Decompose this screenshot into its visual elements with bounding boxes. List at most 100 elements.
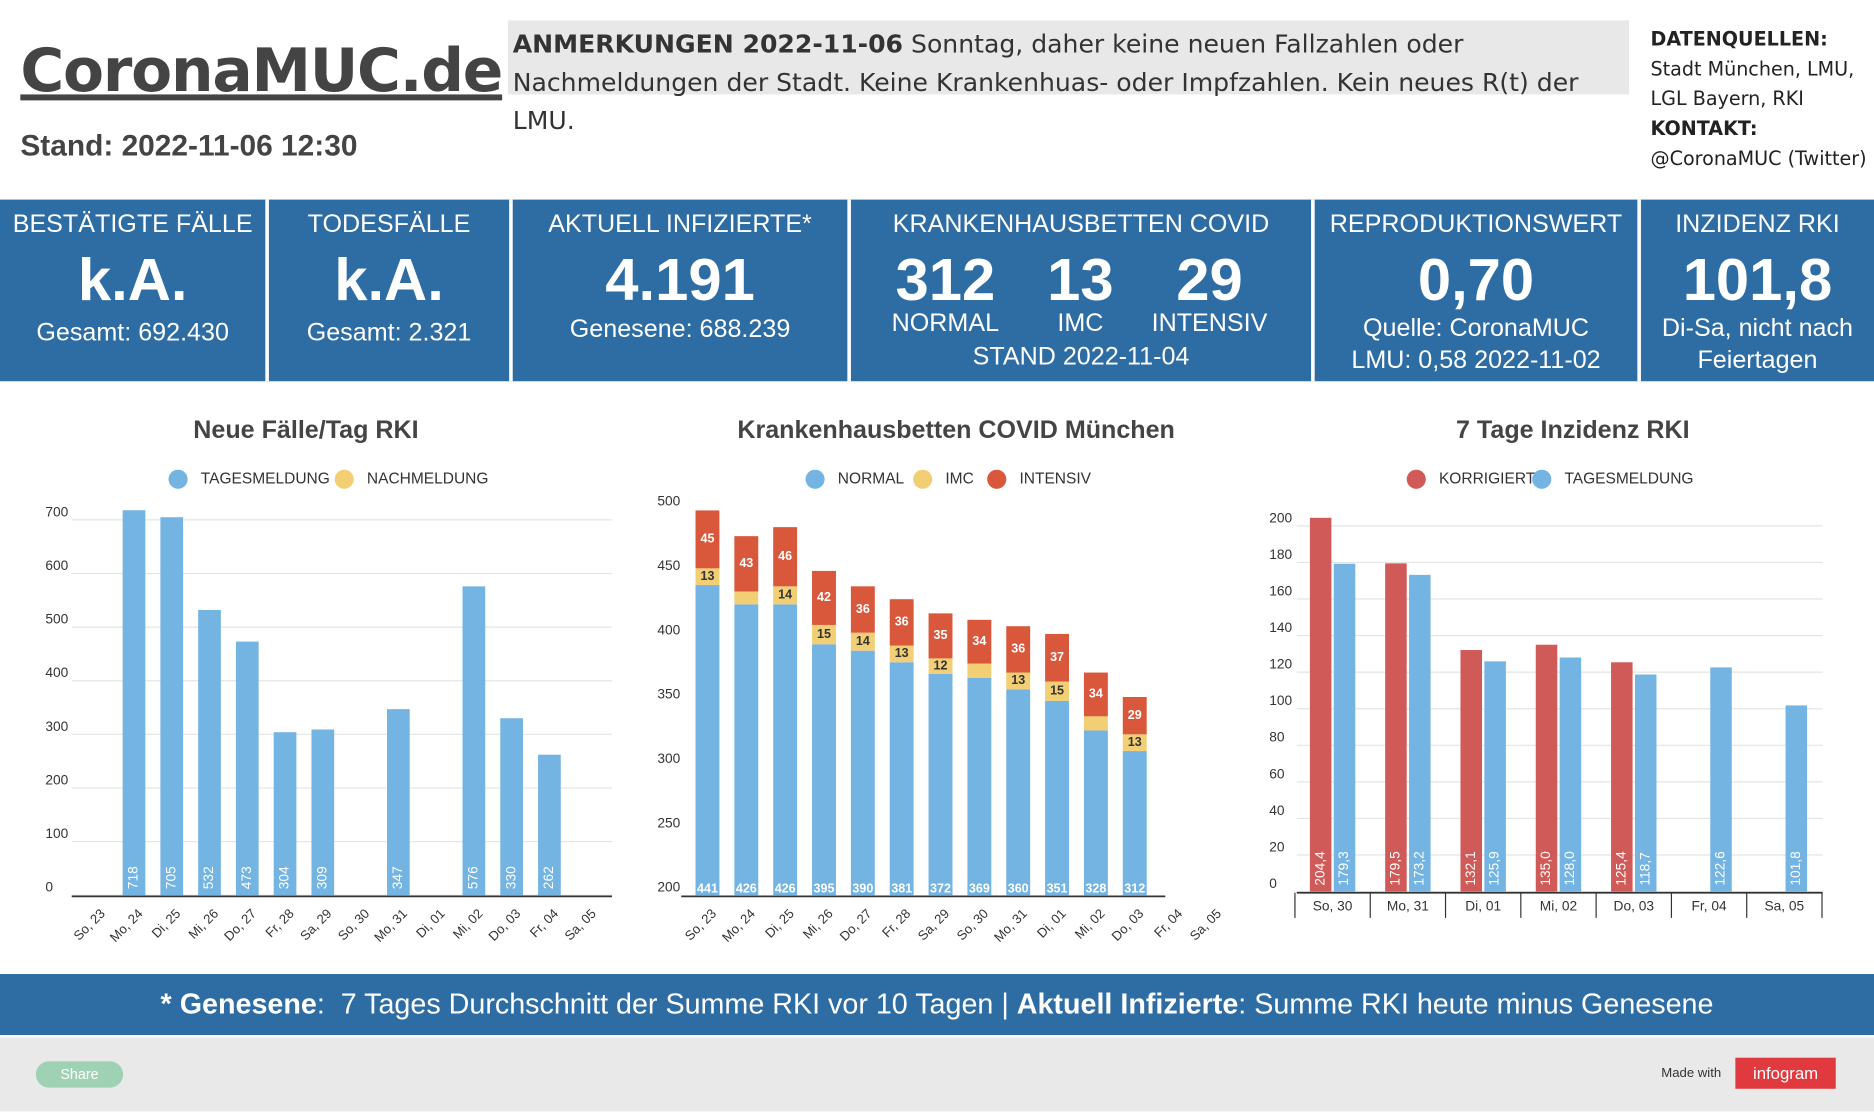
value-label: 135,0 [1538, 851, 1553, 886]
kpi-sub: Gesamt: 692.430 [36, 319, 229, 347]
value-label: 705 [163, 866, 178, 889]
bar [1611, 662, 1633, 892]
legend-label: TAGESMELDUNG [1564, 470, 1693, 487]
brand-logo[interactable]: infogram [1735, 1057, 1836, 1089]
separator [509, 199, 513, 382]
value-label: 36 [856, 602, 870, 616]
kpi-tile: KRANKENHAUSBETTEN COVID 312 NORMAL 13 IMC … [851, 200, 1311, 382]
y-tick-label: 40 [1269, 803, 1285, 818]
bar [1045, 681, 1070, 701]
value-label: 45 [700, 532, 714, 546]
bar [1309, 517, 1332, 892]
kpi-value: 312 [895, 246, 996, 314]
value-label: 330 [503, 866, 518, 889]
footnote: * Genesene: 7 Tages Durchschnitt der Sum… [0, 974, 1874, 1035]
value-label: 34 [972, 634, 986, 648]
bar [734, 536, 759, 592]
bar [1122, 697, 1147, 735]
x-tick-label: Mi, 26 [185, 906, 221, 942]
y-tick-label: 400 [45, 665, 68, 680]
kpi-value: 13 [1047, 246, 1114, 314]
kpi-value: 4.191 [605, 246, 755, 314]
kpi-sub: Di-Sa, nicht nach Feiertagen [1641, 312, 1874, 377]
x-tick-label: Sa, 29 [297, 906, 334, 943]
y-tick-label: 0 [1269, 876, 1277, 891]
bar [850, 632, 875, 651]
site-title[interactable]: CoronaMUC.de [20, 35, 503, 106]
y-tick-label: 200 [1269, 510, 1292, 525]
bar [1006, 689, 1031, 896]
notes: ANMERKUNGEN 2022-11-06 Sonntag, daher ke… [507, 20, 1629, 135]
y-tick-label: 200 [657, 880, 680, 895]
kpi-sub: Genesene: 688.239 [569, 315, 791, 344]
bar [1559, 657, 1582, 892]
bar [889, 645, 914, 663]
x-tick-label: Fr, 04 [1692, 899, 1727, 914]
notes-heading: ANMERKUNGEN 2022-11-06 [512, 29, 904, 59]
x-tick-label: Di, 01 [1465, 899, 1501, 914]
bar [311, 729, 335, 896]
value-label: 328 [1085, 882, 1106, 896]
bar [889, 599, 914, 646]
x-tick-label: Fr, 28 [262, 906, 296, 940]
bar [1409, 574, 1431, 892]
bar [1785, 705, 1808, 892]
bar [198, 609, 221, 896]
value-label: 576 [466, 866, 481, 889]
bar [1045, 700, 1070, 896]
value-label: 532 [201, 866, 216, 889]
bar [850, 586, 875, 633]
y-tick-label: 120 [1269, 657, 1292, 672]
bar [734, 591, 759, 605]
kpi-sub-line: Feiertagen [1697, 346, 1818, 375]
value-label: 381 [891, 882, 912, 896]
y-tick-label: 160 [1269, 583, 1292, 598]
y-tick-label: 250 [657, 815, 680, 830]
y-tick-label: 500 [45, 612, 68, 627]
bar [773, 604, 798, 896]
x-tick-label: So, 30 [1313, 899, 1353, 914]
bar [812, 644, 836, 896]
x-tick-label: Mi, 26 [800, 906, 836, 942]
legend-label: NORMAL [838, 470, 905, 487]
value-label: 118,7 [1637, 852, 1652, 885]
value-label: 372 [930, 882, 951, 896]
value-label: 46 [778, 549, 792, 563]
x-tick-label: Mo, 31 [1387, 899, 1429, 914]
x-tick-label: Mo, 24 [719, 906, 758, 945]
kpi-value: k.A. [334, 246, 444, 314]
value-label: 15 [1050, 684, 1064, 698]
legend-swatch [1406, 469, 1426, 489]
value-label: 37 [1050, 650, 1064, 664]
x-tick-label: Fr, 28 [879, 906, 913, 940]
chart-title: 7 Tage Inzidenz RKI [1456, 416, 1690, 444]
separator [1637, 199, 1641, 382]
kpi-band: BESTÄTIGTE FÄLLE k.A. Gesamt: 692.430 TO… [0, 199, 1874, 382]
y-tick-label: 450 [657, 558, 680, 573]
value-label: 179,5 [1388, 851, 1403, 886]
value-label: 304 [277, 866, 292, 889]
bar [1385, 563, 1407, 892]
contact[interactable]: @CoronaMUC (Twitter) [1650, 147, 1867, 170]
value-label: 101,8 [1788, 851, 1803, 886]
bar [1083, 716, 1108, 731]
kpi-title: KRANKENHAUSBETTEN COVID [892, 210, 1270, 238]
share-button[interactable]: Share [35, 1061, 124, 1088]
kpi-sub: Gesamt: 2.321 [306, 319, 472, 347]
footnote-part: : 7 Tages Durchschnitt der Summe RKI vor… [316, 988, 1017, 1021]
value-label: 473 [239, 866, 254, 889]
bar [538, 754, 561, 896]
value-label: 132,1 [1463, 851, 1478, 885]
bar [889, 662, 914, 896]
value-label: 14 [856, 634, 870, 648]
legend-swatch [168, 469, 188, 489]
y-tick-label: 300 [657, 751, 680, 766]
bar [462, 586, 486, 896]
bar [773, 586, 798, 605]
charts: Neue Fälle/Tag RKI TAGESMELDUNG NACHMELDUN… [45, 416, 1823, 945]
x-tick-label: Sa, 05 [1764, 899, 1804, 914]
bar [1006, 672, 1031, 690]
value-label: 426 [736, 882, 757, 896]
kpi-tile: TODESFÄLLE k.A. Gesamt: 2.321 [269, 200, 509, 382]
